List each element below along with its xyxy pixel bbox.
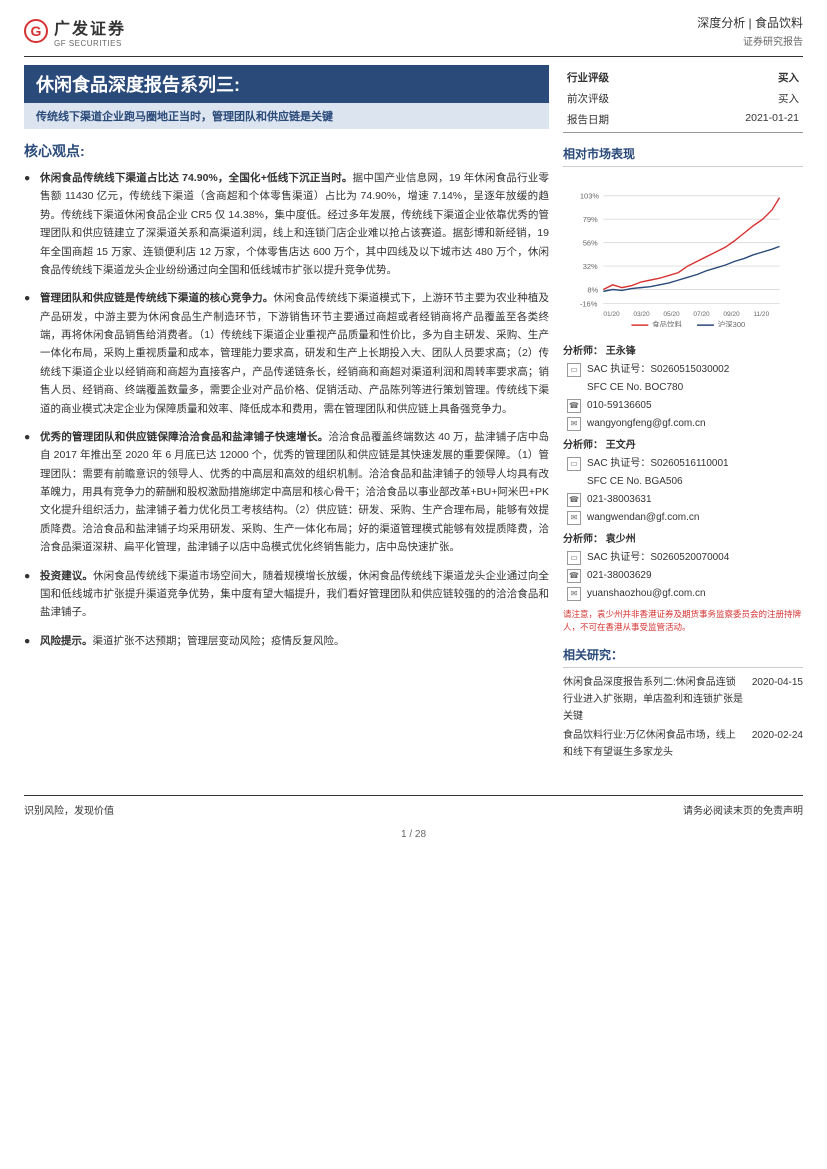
x-label: 11/20 [753, 311, 769, 318]
series2-line [603, 246, 779, 291]
analyst-name: 分析师： 王永锋 [563, 344, 803, 360]
phone-icon: ☎ [567, 569, 581, 583]
bullet-lead: 管理团队和供应链是传统线下渠道的核心竞争力。 [40, 292, 273, 304]
page-number: 1 / 28 [0, 829, 827, 840]
bullet-body: 洽洽食品覆盖终端数达 40 万，盐津铺子店中岛自 2017 年推出至 2020 … [40, 431, 549, 553]
logo: G 广发证券 GF SECURITIES [24, 15, 126, 48]
related-item: 食品饮料行业:万亿休闲食品市场，线上和线下有望诞生多家龙头 2020-02-24 [563, 727, 803, 761]
related-title: 休闲食品深度报告系列二:休闲食品连锁行业进入扩张期，单店盈利和连锁扩张是关键 [563, 674, 744, 725]
header: G 广发证券 GF SECURITIES 深度分析 | 食品饮料 证券研究报告 [0, 0, 827, 56]
bullet-lead: 优秀的管理团队和供应链保障洽洽食品和盐津铺子快速增长。 [40, 431, 328, 443]
email-icon: ✉ [567, 417, 581, 431]
y-label: 79% [583, 215, 598, 224]
chart-svg: 103% 79% 56% 32% 8% -16% 01/20 03/20 05/… [563, 177, 803, 327]
analyst-phone: 021-38003631 [587, 492, 652, 508]
bullet-item: 优秀的管理团队和供应链保障洽洽食品和盐津铺子快速增长。洽洽食品覆盖终端数达 40… [40, 428, 549, 557]
category: 深度分析 | 食品饮料 [697, 14, 803, 31]
analyst-sac: SAC 执证号：S0260516110001 [587, 456, 729, 472]
analyst-phone: 010-59136605 [587, 398, 652, 414]
report-subtitle: 传统线下渠道企业跑马圈地正当时，管理团队和供应链是关键 [24, 103, 549, 129]
analyst-extra: SFC CE No. BGA506 [587, 474, 683, 490]
bullet-lead: 投资建议。 [40, 570, 93, 582]
analyst-extra: SFC CE No. BOC780 [587, 380, 683, 396]
related-item: 休闲食品深度报告系列二:休闲食品连锁行业进入扩张期，单店盈利和连锁扩张是关键 2… [563, 674, 803, 725]
header-category: 深度分析 | 食品饮料 证券研究报告 [697, 14, 803, 48]
analyst-sac: SAC 执证号：S0260515030002 [587, 362, 729, 378]
core-heading: 核心观点: [24, 141, 549, 161]
rating-value: 2021-01-21 [745, 112, 799, 127]
bullet-item: 休闲食品传统线下渠道占比达 74.90%，全国化+低线下沉正当时。据中国产业信息… [40, 169, 549, 279]
performance-chart: 103% 79% 56% 32% 8% -16% 01/20 03/20 05/… [563, 173, 803, 338]
bullet-body: 休闲食品传统线下渠道模式下，上游环节主要为农业种植及产品研发，中游主要为休闲食品… [40, 292, 549, 414]
x-label: 03/20 [633, 311, 650, 318]
y-label: -16% [580, 299, 598, 308]
bullet-lead: 风险提示。 [40, 635, 93, 647]
email-icon: ✉ [567, 511, 581, 525]
bullet-item: 风险提示。渠道扩张不达预期；管理层变动风险；疫情反复风险。 [40, 632, 549, 650]
analyst-email: wangwendan@gf.com.cn [587, 510, 699, 526]
rating-value: 买入 [778, 70, 799, 85]
report-title: 休闲食品深度报告系列三: [24, 65, 549, 103]
legend-1: 食品饮料 [652, 319, 682, 327]
footer-left: 识别风险，发现价值 [24, 802, 114, 817]
bullet-item: 管理团队和供应链是传统线下渠道的核心竞争力。休闲食品传统线下渠道模式下，上游环节… [40, 289, 549, 418]
logo-en: GF SECURITIES [54, 39, 126, 48]
bullet-list: 休闲食品传统线下渠道占比达 74.90%，全国化+低线下沉正当时。据中国产业信息… [24, 169, 549, 650]
related-heading: 相关研究： [563, 646, 803, 668]
bullet-body: 据中国产业信息网，19 年休闲食品行业零售额 11430 亿元，传统线下渠道（含… [40, 172, 549, 276]
sidebar: 行业评级买入 前次评级买入 报告日期2021-01-21 相对市场表现 103%… [563, 57, 803, 763]
grid [603, 196, 779, 304]
rating-box: 行业评级买入 前次评级买入 报告日期2021-01-21 [563, 65, 803, 133]
email-icon: ✉ [567, 587, 581, 601]
y-label: 8% [587, 285, 598, 294]
related-date: 2020-02-24 [752, 727, 803, 744]
bullet-body: 渠道扩张不达预期；管理层变动风险；疫情反复风险。 [93, 635, 345, 647]
market-heading: 相对市场表现 [563, 145, 803, 167]
logo-icon: G [24, 19, 48, 43]
rating-label: 行业评级 [567, 70, 609, 85]
phone-icon: ☎ [567, 399, 581, 413]
legend-2: 沪深300 [718, 319, 746, 327]
y-label: 103% [580, 192, 600, 201]
analyst-email: wangyongfeng@gf.com.cn [587, 416, 706, 432]
main-column: 休闲食品深度报告系列三: 传统线下渠道企业跑马圈地正当时，管理团队和供应链是关键… [24, 57, 549, 763]
logo-cn: 广发证券 [54, 15, 126, 39]
title-block: 休闲食品深度报告系列三: 传统线下渠道企业跑马圈地正当时，管理团队和供应链是关键 [24, 65, 549, 129]
rating-label: 报告日期 [567, 112, 609, 127]
analyst-phone: 021-38003629 [587, 568, 652, 584]
x-label: 09/20 [723, 311, 740, 318]
footer-right: 请务必阅读末页的免责声明 [683, 802, 803, 817]
bullet-lead: 休闲食品传统线下渠道占比达 74.90%，全国化+低线下沉正当时。 [40, 172, 353, 184]
analyst-block: 分析师： 王永锋 ▭ SAC 执证号：S0260515030002 SFC CE … [563, 344, 803, 634]
rating-label: 前次评级 [567, 91, 609, 106]
bullet-item: 投资建议。休闲食品传统线下渠道市场空间大，随着规模增长放缓，休闲食品传统线下渠道… [40, 567, 549, 622]
related-title: 食品饮料行业:万亿休闲食品市场，线上和线下有望诞生多家龙头 [563, 727, 744, 761]
analyst-disclaimer: 请注意，袁少州并非香港证券及期货事务监察委员会的注册持牌人，不可在香港从事受监管… [563, 608, 803, 634]
analyst-name: 分析师： 王文丹 [563, 438, 803, 454]
card-icon: ▭ [567, 457, 581, 471]
card-icon: ▭ [567, 363, 581, 377]
bullet-body: 休闲食品传统线下渠道市场空间大，随着规模增长放缓，休闲食品传统线下渠道龙头企业通… [40, 570, 549, 619]
analyst-sac: SAC 执证号：S0260520070004 [587, 550, 729, 566]
rating-value: 买入 [778, 91, 799, 106]
related-list: 休闲食品深度报告系列二:休闲食品连锁行业进入扩张期，单店盈利和连锁扩张是关键 2… [563, 674, 803, 761]
phone-icon: ☎ [567, 493, 581, 507]
subcategory: 证券研究报告 [697, 33, 803, 48]
analyst-name: 分析师： 袁少州 [563, 532, 803, 548]
y-label: 56% [583, 238, 598, 247]
related-date: 2020-04-15 [752, 674, 803, 691]
y-label: 32% [583, 262, 598, 271]
x-label: 01/20 [603, 311, 620, 318]
x-label: 07/20 [693, 311, 710, 318]
analyst-email: yuanshaozhou@gf.com.cn [587, 586, 706, 602]
footer: 识别风险，发现价值 请务必阅读末页的免责声明 [24, 795, 803, 817]
card-icon: ▭ [567, 551, 581, 565]
x-label: 05/20 [663, 311, 680, 318]
